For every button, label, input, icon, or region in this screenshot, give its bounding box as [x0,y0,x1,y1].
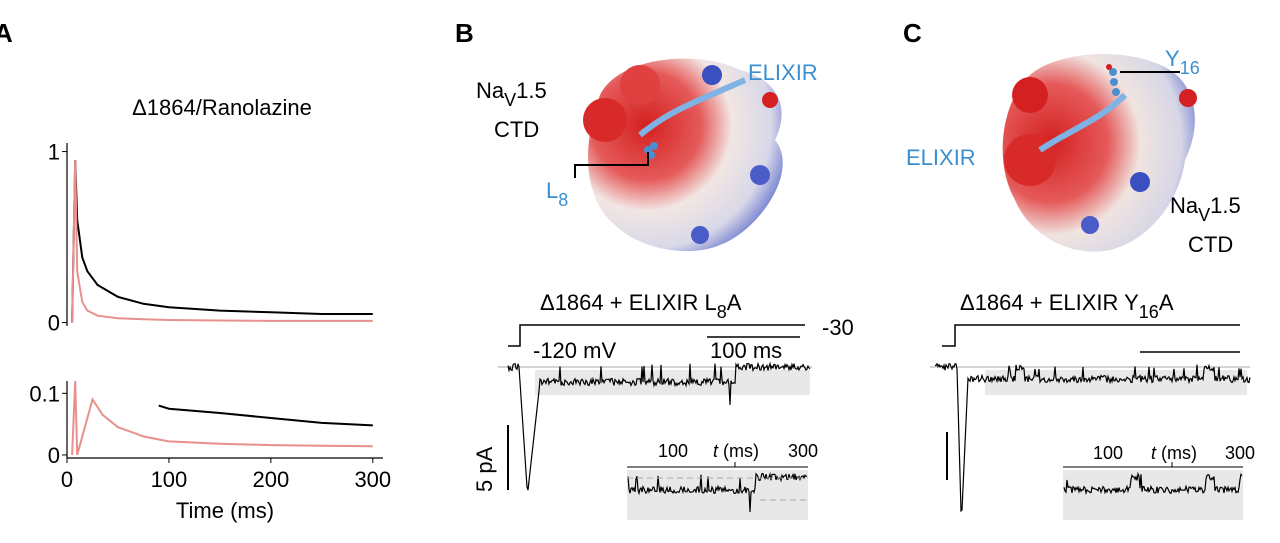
y-tick-label: 0 [48,311,60,336]
subscript: V [1198,205,1210,225]
chart-title: Δ1864/Ranolazine [132,95,312,120]
text: (ms) [1161,443,1197,463]
inset-tick-label: 100 [658,441,688,461]
voltage-protocol [942,324,1240,347]
x-tick-label: 200 [253,467,290,492]
text: Y [1165,46,1180,71]
text: 1.5 [516,78,547,103]
subscript: 8 [558,190,568,210]
y-tick-label: 0.1 [29,381,60,406]
text: 1.5 [1210,193,1241,218]
subscript: 16 [1180,58,1200,78]
x-axis-label: Time (ms) [176,498,274,523]
text: t [1151,443,1157,463]
trace [71,160,373,323]
panel-label: B [455,18,474,48]
text: A [1159,290,1174,315]
text: A [727,290,742,315]
step-voltage: -30 [822,315,854,340]
time-scale-label: 100 ms [710,338,782,363]
inset-tick-label: 300 [788,441,818,461]
recording [934,362,1251,513]
recording [507,361,811,491]
subscript: V [504,90,516,110]
residue-label: Y16 [1165,46,1200,78]
panel-label: A [0,18,13,48]
holding-voltage: -120 mV [533,338,616,363]
peptide-name: ELIXIR [906,145,976,170]
x-tick-label: 0 [61,467,73,492]
condition-title: Δ1864 + ELIXIR L8A [540,290,742,322]
text: (ms) [723,441,759,461]
inset-box [1063,470,1243,520]
subscript: 8 [717,302,727,322]
residue-label: L8 [546,178,568,210]
protein-surface-b [574,58,783,252]
current-traces [507,361,1251,513]
protein-domain: CTD [1188,232,1233,257]
recording [1063,471,1243,496]
current-scale-label: 5 pA [472,446,497,492]
trace [71,160,373,323]
text: L [546,178,558,203]
text: Δ1864 + ELIXIR Y [960,290,1139,315]
y-tick-label: 0 [48,443,60,468]
panel-label: C [903,18,922,48]
subscript: 16 [1139,302,1159,322]
y-tick-label: 1 [48,140,60,165]
inset-tick-label: 100 [1093,443,1123,463]
text: t [713,441,719,461]
protein-name: NaV1.5 [1170,193,1241,225]
protein-domain: CTD [494,117,539,142]
text: Na [1170,193,1199,218]
x-tick-label: 300 [354,467,391,492]
peptide-name: ELIXIR [748,60,818,85]
trace [71,380,373,456]
text: Na [476,78,505,103]
protein-surface-c [1002,53,1197,252]
condition-title: Δ1864 + ELIXIR Y16A [960,290,1174,322]
voltage-protocol [508,324,805,347]
inset-tick-label: 300 [1225,443,1255,463]
inset-axis-label: t (ms) [1151,443,1197,463]
protein-name: NaV1.5 [476,78,547,110]
x-tick-label: 100 [151,467,188,492]
inset-axis-label: t (ms) [713,441,759,461]
trace [158,404,373,427]
text: Δ1864 + ELIXIR L [540,290,717,315]
